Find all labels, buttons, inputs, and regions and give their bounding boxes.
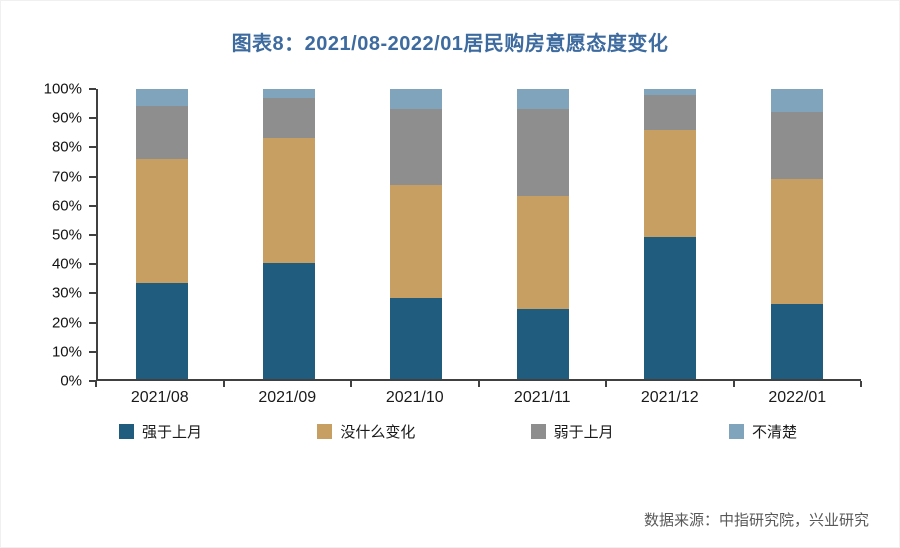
bar-segment-强于上月 [135, 283, 188, 379]
bar-2021/11 [517, 89, 570, 379]
y-tick-mark [89, 380, 96, 382]
y-tick-label: 30% [51, 284, 82, 302]
y-tick-mark [89, 292, 96, 295]
bar-segment-弱于上月 [644, 94, 697, 130]
y-tick-mark [89, 204, 96, 207]
x-tick-mark [222, 381, 225, 387]
y-tick-label: 100% [43, 80, 82, 98]
legend-label: 没什么变化 [340, 424, 416, 441]
y-tick-label: 90% [51, 109, 82, 127]
x-tick-mark [860, 381, 862, 387]
x-axis-label: 2021/11 [513, 389, 571, 406]
y-tick-label: 10% [51, 343, 82, 361]
y-tick-mark [89, 88, 96, 90]
x-axis-label: 2021/10 [385, 389, 444, 406]
bar-segment-强于上月 [644, 236, 697, 379]
x-tick-mark [605, 381, 607, 387]
legend: 强于上月 没什么变化 弱于上月 不清楚 [119, 421, 797, 442]
bar-segment-弱于上月 [771, 112, 824, 179]
bar-segment-强于上月 [262, 263, 315, 379]
legend-label: 不清楚 [751, 424, 797, 441]
bar-segment-弱于上月 [389, 109, 442, 185]
bar-2022/01 [771, 89, 824, 379]
bar-2021/10 [389, 89, 442, 379]
bar-segment-没什么变化 [644, 129, 697, 237]
y-tick-label: 0% [60, 372, 82, 390]
y-tick-label: 20% [51, 314, 82, 332]
bar-segment-没什么变化 [262, 138, 315, 263]
bar-segment-不清楚 [771, 89, 824, 113]
x-tick-mark [732, 381, 735, 387]
bar-segment-没什么变化 [135, 158, 188, 284]
bar-segment-不清楚 [389, 89, 442, 110]
legend-label: 弱于上月 [553, 424, 614, 441]
legend-item-弱于上月: 弱于上月 [530, 421, 614, 442]
bar-segment-不清楚 [517, 89, 570, 110]
bar-segment-没什么变化 [771, 178, 824, 304]
bar-segment-弱于上月 [517, 109, 570, 197]
plot-area [96, 89, 861, 381]
legend-item-强于上月: 强于上月 [119, 421, 202, 442]
y-tick-label: 60% [51, 197, 82, 215]
bar-segment-弱于上月 [135, 106, 188, 159]
plot-wrap: 0% 10% 20% 30% 40% 50% 60% 70% 80% 90% 100% [44, 81, 862, 390]
legend-item-没什么变化: 没什么变化 [317, 421, 415, 442]
y-tick-label: 80% [51, 138, 82, 156]
legend-swatch [119, 424, 134, 439]
y-tick-mark [89, 263, 96, 266]
bar-segment-没什么变化 [389, 184, 442, 298]
y-tick-label: 40% [51, 255, 82, 273]
legend-swatch [530, 424, 546, 439]
chart-title: 图表8：2021/08-2022/01居民购房意愿态度变化 [231, 33, 669, 55]
legend-swatch [728, 424, 744, 439]
bar-2021/08 [135, 89, 188, 379]
y-tick-mark [89, 234, 96, 236]
legend-item-不清楚: 不清楚 [728, 421, 797, 442]
bar-segment-不清楚 [135, 89, 188, 107]
source-note: 数据来源：中指研究院，兴业研究 [643, 512, 869, 529]
y-tick-label: 70% [51, 168, 82, 186]
x-axis-label: 2021/09 [258, 389, 317, 406]
bar-2021/12 [644, 89, 697, 379]
y-tick-mark [89, 350, 96, 353]
legend-swatch [317, 424, 333, 439]
y-tick-mark [89, 117, 96, 120]
y-tick-mark [89, 175, 96, 178]
bar-segment-弱于上月 [262, 97, 315, 139]
x-tick-mark [350, 381, 352, 387]
bar-segment-强于上月 [517, 309, 570, 379]
x-axis-label: 2021/12 [640, 389, 699, 406]
bar-segment-不清楚 [262, 89, 315, 98]
bar-segment-不清楚 [644, 89, 697, 95]
y-tick-mark [89, 146, 96, 149]
y-tick-label: 50% [51, 226, 82, 244]
bar-segment-强于上月 [389, 297, 442, 379]
legend-label: 强于上月 [142, 424, 203, 441]
x-tick-mark [477, 381, 480, 387]
x-axis-labels: 2021/08 2021/09 2021/10 2021/11 2021/12 2022/… [96, 389, 861, 407]
bar-2021/09 [262, 89, 315, 379]
x-axis-label: 2022/01 [768, 389, 827, 406]
x-tick-mark [95, 381, 97, 387]
bar-segment-强于上月 [771, 303, 824, 379]
bar-segment-没什么变化 [517, 196, 570, 310]
y-tick-mark [89, 321, 96, 324]
x-axis-label: 2021/08 [130, 389, 189, 406]
